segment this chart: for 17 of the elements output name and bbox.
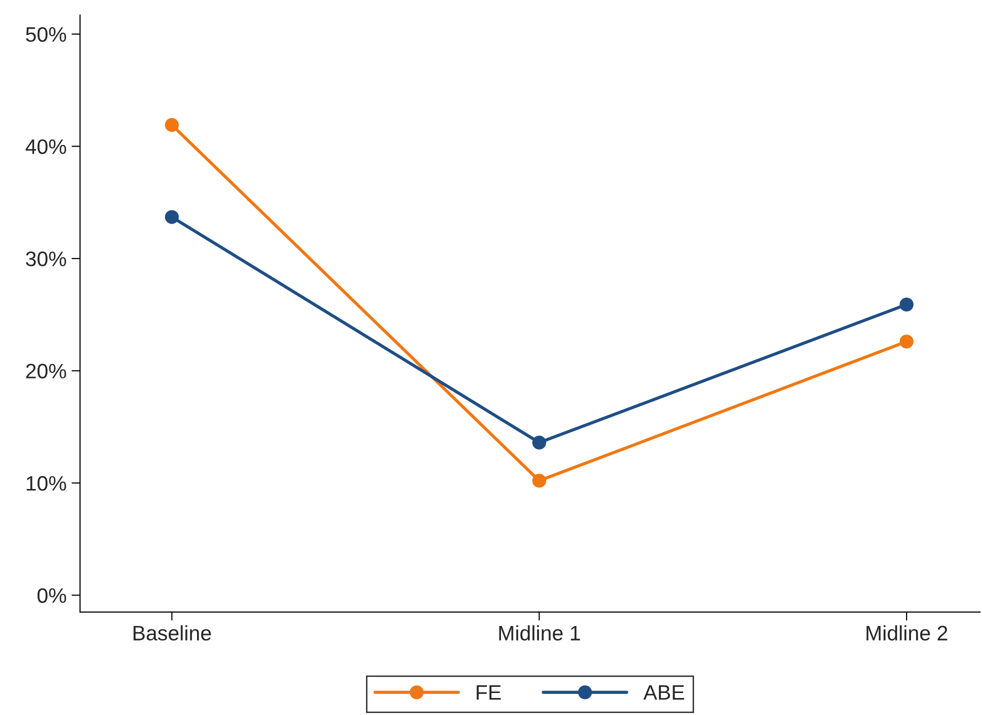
point — [164, 118, 179, 132]
x-tick-label: Midline 1 — [499, 625, 580, 641]
legend-label: ABE — [643, 685, 684, 700]
point — [532, 474, 546, 488]
x-tick-label: Baseline — [134, 625, 211, 641]
y-tick-label: 20% — [26, 364, 66, 379]
point — [532, 436, 546, 450]
point — [164, 210, 179, 224]
y-tick-label: 10% — [26, 476, 66, 491]
y-tick-label: 0% — [38, 588, 66, 603]
point — [900, 334, 914, 349]
y-tick-label: 40% — [26, 139, 66, 154]
y-tick-label: 30% — [26, 252, 66, 266]
point — [900, 298, 914, 312]
legend-label: FE — [476, 685, 501, 700]
x-tick-label: Midline 2 — [866, 625, 948, 641]
y-tick-label: 50% — [26, 27, 66, 42]
